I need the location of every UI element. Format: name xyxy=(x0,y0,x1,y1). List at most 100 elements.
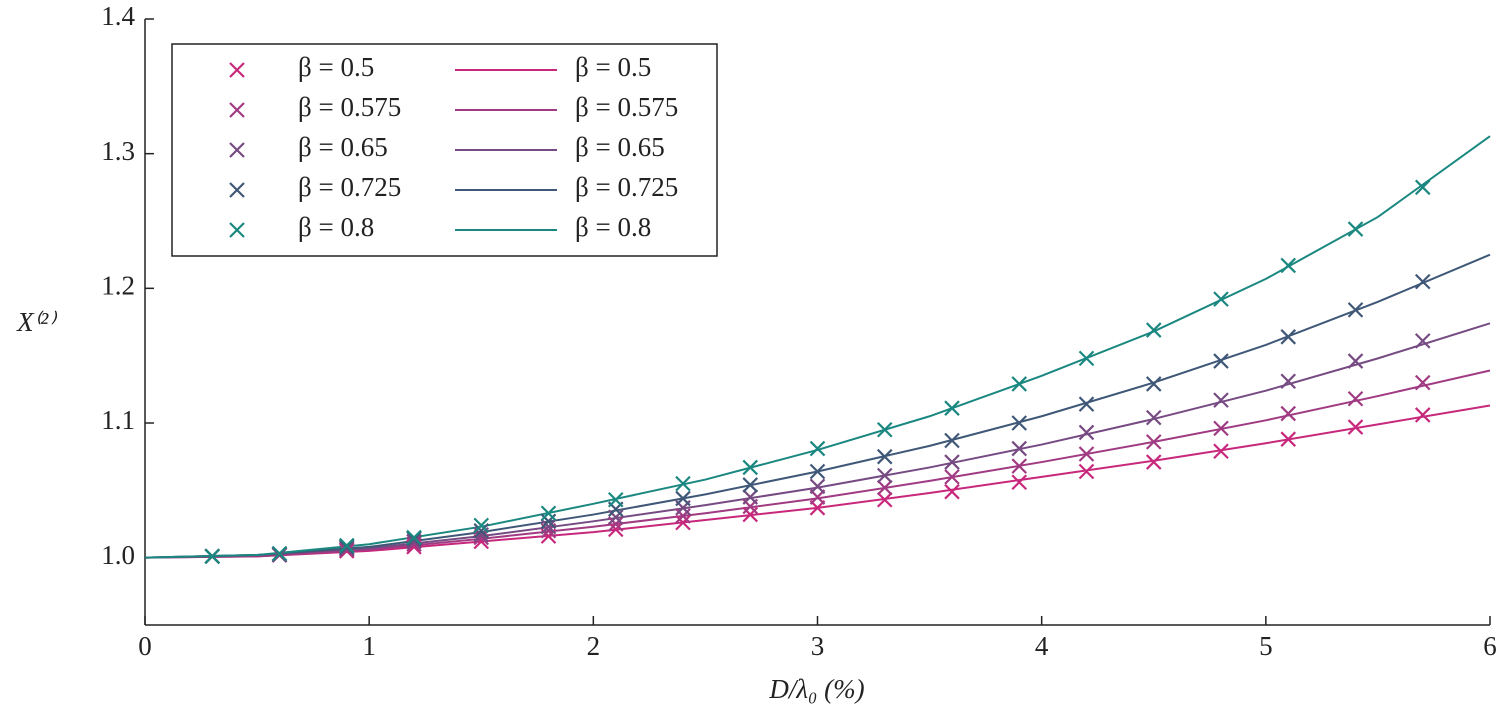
data-point xyxy=(1145,322,1162,338)
data-point xyxy=(944,454,960,470)
data-point xyxy=(809,440,826,457)
legend-label: β = 0.5 xyxy=(298,52,374,82)
x-tick-label: 2 xyxy=(587,631,601,661)
data-point xyxy=(1011,376,1028,392)
data-point xyxy=(1078,463,1095,480)
data-point xyxy=(1414,333,1431,349)
y-tick-label: 1.3 xyxy=(101,136,135,166)
data-point xyxy=(1414,374,1431,391)
data-point xyxy=(1213,420,1229,437)
legend-label: β = 0.575 xyxy=(575,92,678,122)
data-point xyxy=(1347,302,1364,318)
x-tick-label: 0 xyxy=(138,631,152,661)
data-point xyxy=(1011,474,1028,491)
y-axis-label: X⁽²⁾ xyxy=(16,307,57,337)
data-point xyxy=(1347,221,1364,237)
legend-marker xyxy=(229,62,245,78)
data-point xyxy=(944,469,960,485)
data-point xyxy=(1078,396,1095,412)
x-tick-label: 1 xyxy=(362,631,376,661)
data-point xyxy=(540,518,557,535)
data-point xyxy=(338,537,355,554)
legend-marker xyxy=(229,102,245,118)
x-tick-label: 4 xyxy=(1035,631,1049,661)
data-point xyxy=(1347,419,1364,435)
data-point xyxy=(1145,454,1162,470)
data-point xyxy=(1011,415,1028,431)
data-point xyxy=(204,548,221,565)
data-point xyxy=(473,522,490,539)
data-point xyxy=(1280,431,1297,447)
data-point xyxy=(675,490,691,507)
legend-label: β = 0.8 xyxy=(575,212,651,242)
data-point xyxy=(1213,353,1229,369)
data-point xyxy=(742,477,759,493)
data-point xyxy=(944,432,960,449)
data-point xyxy=(876,467,893,484)
data-point xyxy=(1414,179,1431,196)
legend-marker xyxy=(229,182,245,198)
data-point xyxy=(1414,407,1431,423)
x-axis-label: D/λ₀ (%) xyxy=(768,674,864,704)
data-point xyxy=(1078,350,1095,367)
data-point xyxy=(406,536,422,552)
data-point xyxy=(607,521,624,538)
data-line xyxy=(144,404,1491,559)
legend-marker xyxy=(229,142,245,158)
data-point xyxy=(406,529,422,546)
data-point xyxy=(1347,390,1364,407)
data-point xyxy=(742,459,759,476)
legend-box xyxy=(171,43,718,257)
data-point xyxy=(1145,376,1162,392)
y-tick-label: 1.0 xyxy=(101,540,135,570)
legend-marker xyxy=(229,222,245,238)
data-point xyxy=(1011,458,1028,474)
legend-label: β = 0.575 xyxy=(298,92,401,122)
data-point xyxy=(473,517,490,534)
x-tick-label: 5 xyxy=(1259,631,1273,661)
data-line xyxy=(144,253,1491,559)
data-point xyxy=(876,491,893,508)
legend-label: β = 0.65 xyxy=(298,132,388,162)
data-point xyxy=(742,489,759,505)
data-point xyxy=(406,533,422,550)
data-point xyxy=(809,463,826,480)
data-point xyxy=(1280,373,1297,390)
data-point xyxy=(809,478,826,495)
legend-label: β = 0.5 xyxy=(575,52,651,82)
data-point xyxy=(1347,353,1364,369)
data-point xyxy=(271,545,288,562)
data-point xyxy=(1011,440,1028,457)
data-point xyxy=(1280,329,1297,345)
data-point xyxy=(675,475,691,492)
data-point xyxy=(1078,424,1095,441)
y-tick-label: 1.2 xyxy=(101,271,135,301)
data-point xyxy=(607,516,624,532)
data-point xyxy=(473,529,490,546)
data-point xyxy=(876,479,893,496)
data-point xyxy=(1145,434,1162,450)
data-point xyxy=(1414,273,1431,290)
y-tick-label: 1.4 xyxy=(101,1,135,31)
data-point xyxy=(876,421,893,438)
data-point xyxy=(675,514,691,531)
data-point xyxy=(1280,405,1297,422)
legend-label: β = 0.65 xyxy=(575,132,665,162)
data-point xyxy=(876,448,893,465)
data-point xyxy=(944,400,960,416)
legend-label: β = 0.8 xyxy=(298,212,374,242)
legend-label: β = 0.725 xyxy=(575,172,678,202)
data-point xyxy=(944,483,960,500)
y-tick-label: 1.1 xyxy=(101,405,135,435)
data-line xyxy=(144,369,1491,559)
data-point xyxy=(540,505,557,522)
legend-label: β = 0.725 xyxy=(298,172,401,202)
data-point xyxy=(1145,409,1162,426)
data-point xyxy=(1213,443,1229,460)
data-point xyxy=(1280,257,1297,274)
data-point xyxy=(1213,392,1229,408)
data-point xyxy=(607,491,624,508)
x-tick-label: 3 xyxy=(811,631,825,661)
data-point xyxy=(1078,446,1095,462)
